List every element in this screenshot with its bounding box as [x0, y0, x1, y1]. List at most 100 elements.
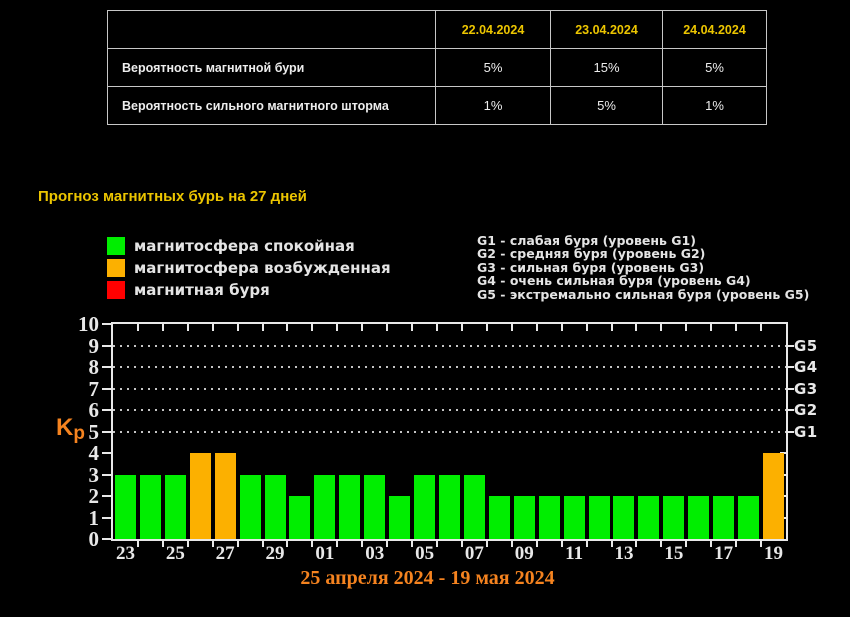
- y-tick: [102, 323, 111, 325]
- kp-bar: [589, 496, 610, 539]
- kp-bar: [489, 496, 510, 539]
- top-tick: [561, 324, 563, 331]
- table-corner-cell: [108, 11, 436, 49]
- top-tick: [262, 324, 264, 331]
- storm-probability-value: 5%: [663, 49, 767, 87]
- top-tick: [660, 324, 662, 331]
- y-tick-label: 10: [53, 311, 99, 337]
- top-tick: [411, 324, 413, 331]
- g-level-label: G4: [794, 357, 818, 377]
- top-tick: [336, 324, 338, 331]
- g5-description: G5 - экстремально сильная буря (уровень …: [477, 288, 809, 301]
- kp-bar: [713, 496, 734, 539]
- kp-bar: [190, 453, 211, 539]
- top-tick: [386, 324, 388, 331]
- top-tick: [511, 324, 513, 331]
- kp-bar: [140, 475, 161, 540]
- g-level-tick: [786, 409, 794, 411]
- top-tick: [685, 324, 687, 331]
- kp-bar: [314, 475, 335, 540]
- x-tick-label: 09: [499, 543, 549, 565]
- gridline: [113, 431, 786, 433]
- kp-bar: [389, 496, 410, 539]
- x-axis-range-label: 25 апреля 2024 - 19 мая 2024: [90, 567, 765, 590]
- x-tick-label: 03: [350, 543, 400, 565]
- x-tick-label: 17: [699, 543, 749, 565]
- kp-bar: [613, 496, 634, 539]
- kp-bar: [763, 453, 784, 539]
- top-tick: [137, 324, 139, 331]
- g3-description: G3 - сильная буря (уровень G3): [477, 261, 809, 274]
- storm-probability-value: 15%: [551, 49, 663, 87]
- table-date-header: 22.04.2024: [436, 11, 551, 49]
- kp-bar: [165, 475, 186, 540]
- g-level-tick: [786, 431, 794, 433]
- kp-bar: [364, 475, 385, 540]
- kp-bar: [439, 475, 460, 540]
- top-tick: [461, 324, 463, 331]
- table-date-header: 23.04.2024: [551, 11, 663, 49]
- kp-bar: [215, 453, 236, 539]
- kp-bar: [564, 496, 585, 539]
- kp-bar: [339, 475, 360, 540]
- top-tick: [361, 324, 363, 331]
- top-tick: [536, 324, 538, 331]
- top-tick: [735, 324, 737, 331]
- legend-item-quiet: магнитосфера спокойная: [107, 237, 391, 255]
- top-tick: [586, 324, 588, 331]
- kp-bar: [638, 496, 659, 539]
- legend-label: магнитосфера спокойная: [134, 237, 355, 255]
- storm-color-swatch: [107, 281, 125, 299]
- g-level-label: G1: [794, 422, 818, 442]
- top-tick: [212, 324, 214, 331]
- legend-label: магнитная буря: [134, 281, 270, 299]
- storm-probability-value: 5%: [436, 49, 551, 87]
- kp-bar: [514, 496, 535, 539]
- g4-description: G4 - очень сильная буря (уровень G4): [477, 274, 809, 287]
- severe-storm-probability-value: 5%: [551, 87, 663, 125]
- gridline: [113, 388, 786, 390]
- x-tick-label: 23: [100, 543, 150, 565]
- gridline: [113, 345, 786, 347]
- severe-storm-probability-label: Вероятность сильного магнитного шторма: [108, 87, 436, 125]
- gridline: [113, 409, 786, 411]
- x-tick-label: 11: [549, 543, 599, 565]
- top-tick: [760, 324, 762, 331]
- top-tick: [710, 324, 712, 331]
- excited-color-swatch: [107, 259, 125, 277]
- chart-legend: магнитосфера спокойная магнитосфера возб…: [107, 237, 391, 303]
- x-tick-label: 29: [250, 543, 300, 565]
- table-row: Вероятность магнитной бури 5% 15% 5%: [108, 49, 767, 87]
- y-tick: [102, 409, 111, 411]
- top-tick: [187, 324, 189, 331]
- g-level-key: G1 - слабая буря (уровень G1) G2 - средн…: [477, 234, 809, 301]
- quiet-color-swatch: [107, 237, 125, 255]
- y-tick: [102, 538, 111, 540]
- kp-bar: [688, 496, 709, 539]
- g-level-tick: [786, 388, 794, 390]
- x-tick-label: 15: [649, 543, 699, 565]
- x-tick-label: 07: [449, 543, 499, 565]
- y-tick: [102, 452, 111, 454]
- y-tick: [102, 495, 111, 497]
- kp-bar: [240, 475, 261, 540]
- y-tick: [102, 431, 111, 433]
- legend-item-storm: магнитная буря: [107, 281, 391, 299]
- x-tick-label: 13: [599, 543, 649, 565]
- g2-description: G2 - средняя буря (уровень G2): [477, 247, 809, 260]
- top-tick: [635, 324, 637, 331]
- top-tick: [611, 324, 613, 331]
- x-tick-label: 05: [400, 543, 450, 565]
- g-level-label: G5: [794, 336, 818, 356]
- kp-bar: [738, 496, 759, 539]
- severe-storm-probability-value: 1%: [436, 87, 551, 125]
- kp-bar: [663, 496, 684, 539]
- top-tick: [486, 324, 488, 331]
- table-date-header: 24.04.2024: [663, 11, 767, 49]
- top-tick: [436, 324, 438, 331]
- probability-table: 22.04.2024 23.04.2024 24.04.2024 Вероятн…: [107, 10, 767, 125]
- g-level-label: G3: [794, 379, 818, 399]
- top-tick: [286, 324, 288, 331]
- y-tick: [102, 474, 111, 476]
- top-tick: [237, 324, 239, 331]
